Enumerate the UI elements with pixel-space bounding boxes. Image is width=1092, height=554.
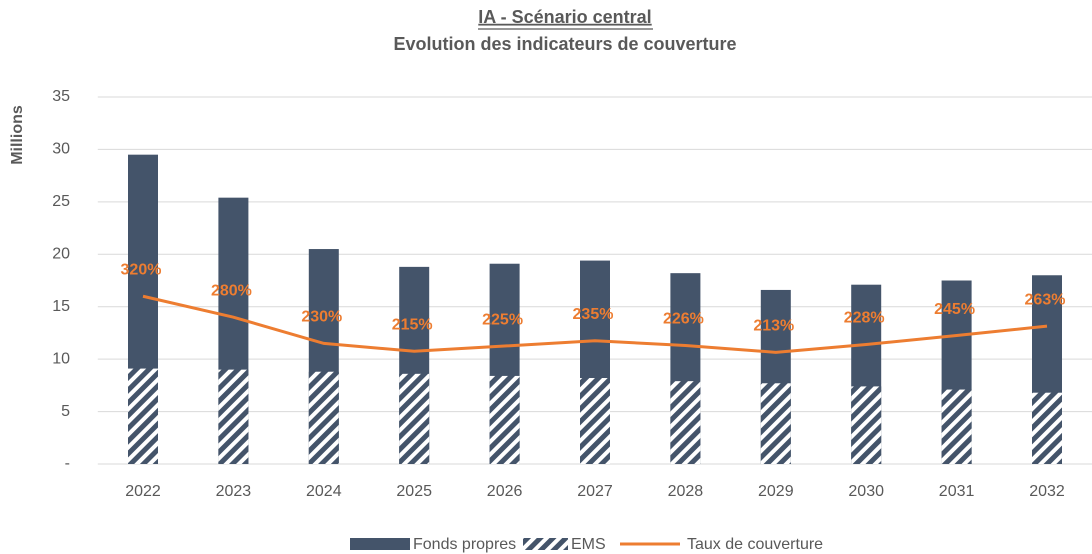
bar — [670, 381, 701, 464]
data-label: 263% — [1025, 291, 1066, 308]
data-label: 230% — [301, 309, 342, 326]
legend-label: Fonds propres — [413, 536, 516, 553]
legend-swatch — [523, 538, 568, 550]
x-tick-label: 2027 — [577, 483, 613, 500]
bar — [489, 375, 520, 464]
y-tick-label: 30 — [52, 141, 70, 158]
x-tick-label: 2026 — [487, 483, 523, 500]
legend-label: EMS — [571, 536, 606, 553]
data-label: 228% — [844, 310, 885, 327]
y-tick-label: 20 — [52, 246, 70, 263]
bar — [128, 368, 158, 464]
legend-label: Taux de couverture — [687, 536, 823, 553]
bar — [580, 378, 610, 464]
x-tick-label: 2031 — [939, 483, 975, 500]
bar — [399, 373, 430, 464]
y-tick-label: 10 — [52, 350, 70, 367]
x-tick-label: 2023 — [216, 483, 252, 500]
bar — [218, 369, 249, 464]
data-label: 235% — [573, 306, 614, 323]
y-tick-label: 35 — [52, 88, 70, 105]
x-tick-label: 2025 — [396, 483, 432, 500]
bar — [1032, 392, 1062, 464]
chart-subtitle: Evolution des indicateurs de couverture — [393, 34, 736, 54]
bar — [851, 386, 882, 464]
data-label: 225% — [482, 311, 523, 328]
bar — [760, 383, 791, 464]
bar — [941, 389, 972, 464]
x-tick-label: 2030 — [848, 483, 884, 500]
y-tick-label: 5 — [61, 403, 70, 420]
x-tick-label: 2024 — [306, 483, 342, 500]
line — [142, 294, 1048, 354]
x-tick-label: 2022 — [125, 483, 161, 500]
y-tick-label: 15 — [52, 298, 70, 315]
y-tick-label: - — [65, 455, 70, 472]
y-tick-label: 25 — [52, 193, 70, 210]
data-label: 226% — [663, 311, 704, 328]
y-axis-title: Millions — [9, 105, 26, 165]
data-label: 320% — [121, 261, 162, 278]
data-label: 280% — [211, 282, 252, 299]
chart-title: IA - Scénario central — [478, 7, 651, 27]
bar — [308, 371, 339, 464]
data-label: 215% — [392, 316, 433, 333]
x-tick-label: 2032 — [1029, 483, 1065, 500]
legend-swatch — [350, 538, 410, 550]
x-tick-label: 2029 — [758, 483, 794, 500]
data-label: 245% — [934, 301, 975, 318]
data-label: 213% — [753, 318, 794, 335]
x-tick-label: 2028 — [668, 483, 704, 500]
